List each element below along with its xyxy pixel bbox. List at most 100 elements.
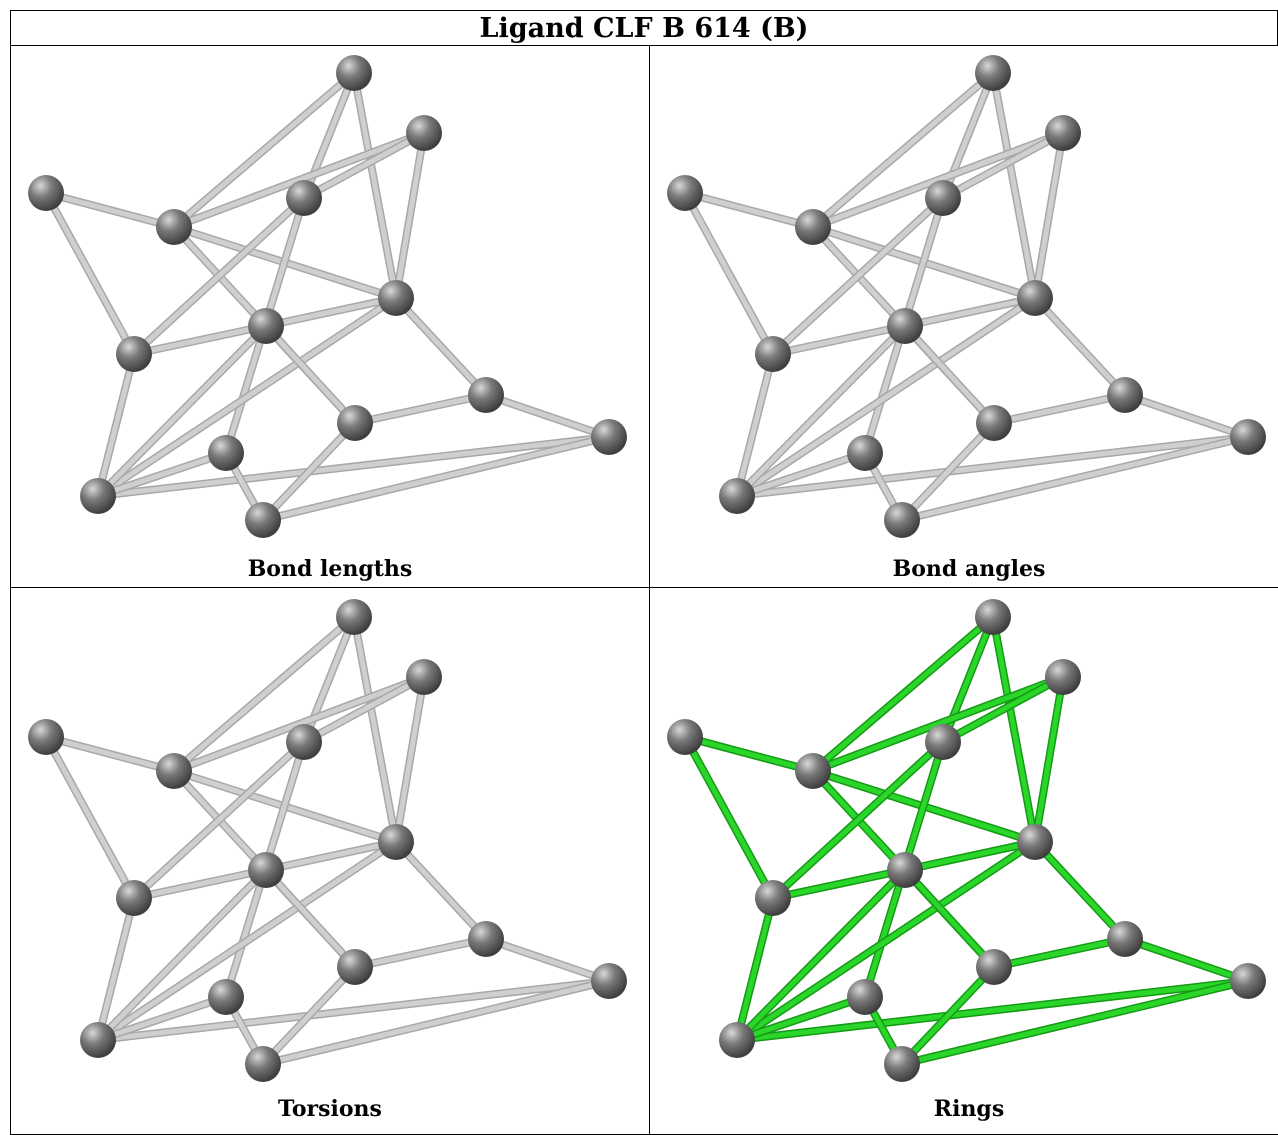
bond (392, 838, 490, 943)
bond (809, 129, 1067, 231)
bond (42, 189, 138, 358)
bond (170, 69, 358, 231)
bond (94, 894, 138, 1044)
atom (667, 719, 703, 755)
atom (156, 209, 192, 245)
atom (795, 753, 831, 789)
panel-bond-lengths: Bond lengths (10, 45, 650, 588)
bond (681, 189, 817, 231)
atom (116, 880, 152, 916)
atom (116, 336, 152, 372)
bond (989, 69, 1039, 302)
bond (262, 322, 359, 427)
bond (733, 449, 869, 500)
bond (733, 433, 1252, 500)
bond (259, 977, 613, 1068)
caption-bond-lengths: Bond lengths (247, 556, 413, 582)
bond (989, 613, 1039, 846)
atom (1045, 115, 1081, 151)
atom (378, 280, 414, 316)
atom (28, 719, 64, 755)
bond (1031, 838, 1129, 943)
bond (1031, 129, 1067, 302)
atom (1107, 921, 1143, 957)
bond (809, 673, 1067, 775)
bond (733, 294, 1039, 500)
atom (1017, 824, 1053, 860)
bond (170, 613, 358, 775)
bond (1121, 935, 1252, 985)
bond (259, 419, 359, 524)
bond (262, 294, 400, 330)
bond (94, 977, 613, 1044)
bond (733, 894, 777, 1044)
bond (898, 419, 998, 524)
bond (130, 866, 270, 902)
bond (901, 322, 998, 427)
caption-torsions: Torsions (278, 1096, 382, 1122)
atom (286, 724, 322, 760)
bond (350, 69, 400, 302)
bond (262, 838, 400, 874)
bond (681, 733, 817, 775)
atom (80, 478, 116, 514)
atom (925, 724, 961, 760)
bond (482, 391, 613, 441)
bond (769, 738, 947, 902)
atom (884, 502, 920, 538)
bond (130, 194, 308, 358)
panel-torsions: Torsions (10, 587, 650, 1135)
bond (351, 391, 490, 427)
atom (406, 659, 442, 695)
bond (990, 391, 1129, 427)
atom (156, 753, 192, 789)
bond (482, 935, 613, 985)
bond (901, 866, 998, 971)
atom (337, 949, 373, 985)
bond (351, 935, 490, 971)
figure-title: Ligand CLF B 614 (B) (10, 10, 1278, 46)
atom (795, 209, 831, 245)
caption-rings: Rings (933, 1096, 1005, 1122)
bond (392, 294, 490, 399)
atom (80, 1022, 116, 1058)
atom (336, 599, 372, 635)
bond (350, 613, 400, 846)
bond (681, 189, 777, 358)
molecule-view-rings (667, 599, 1266, 1082)
caption-bond-angles: Bond angles (892, 556, 1046, 582)
bond (809, 613, 997, 775)
bond (94, 322, 270, 500)
atom (884, 1046, 920, 1082)
bond (769, 322, 909, 358)
bond (733, 838, 1039, 1044)
bond (898, 433, 1252, 524)
panel-bond-angles: Bond angles (649, 45, 1278, 588)
bond (733, 993, 869, 1044)
panel-rings: Rings (649, 587, 1278, 1135)
atom (755, 336, 791, 372)
bond (130, 738, 308, 902)
molecule-view-torsions (28, 599, 627, 1082)
atom (248, 308, 284, 344)
bond (1121, 391, 1252, 441)
atom (847, 435, 883, 471)
atom (887, 852, 923, 888)
atom (245, 1046, 281, 1082)
bond (170, 129, 428, 231)
molecule-view-bond-lengths (28, 55, 627, 538)
atom (976, 405, 1012, 441)
atom (248, 852, 284, 888)
bond (733, 977, 1252, 1044)
atom (337, 405, 373, 441)
atom (1107, 377, 1143, 413)
bond (94, 993, 230, 1044)
bond (392, 673, 428, 846)
atom (591, 963, 627, 999)
bond (300, 129, 428, 202)
atom (468, 377, 504, 413)
atom (336, 55, 372, 91)
bond (392, 129, 428, 302)
bond (130, 322, 270, 358)
bond (170, 673, 428, 775)
